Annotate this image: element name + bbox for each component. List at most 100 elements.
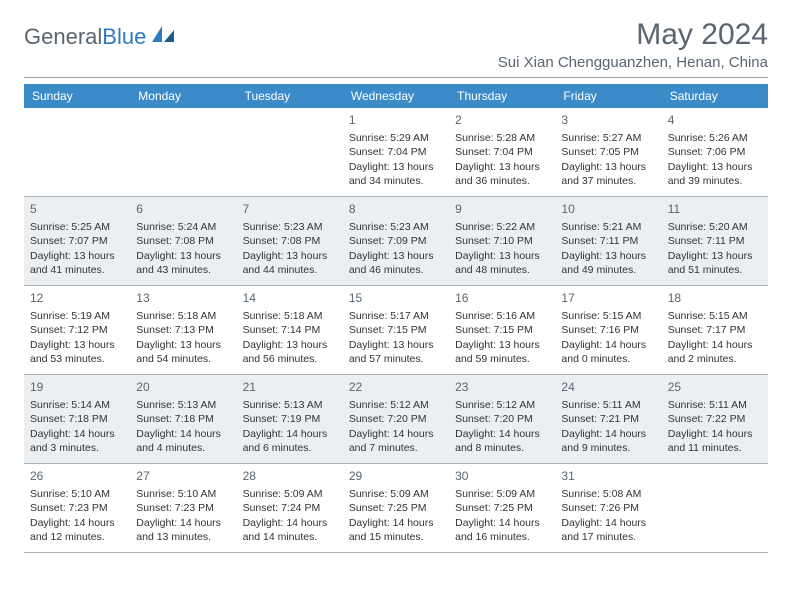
- daylight-text: Daylight: 14 hours and 9 minutes.: [561, 427, 655, 455]
- sunset-text: Sunset: 7:23 PM: [30, 501, 124, 515]
- daylight-text: Daylight: 14 hours and 12 minutes.: [30, 516, 124, 544]
- sunrise-text: Sunrise: 5:16 AM: [455, 309, 549, 323]
- daylight-text: Daylight: 14 hours and 0 minutes.: [561, 338, 655, 366]
- day-number: 23: [455, 379, 549, 395]
- sunrise-text: Sunrise: 5:12 AM: [455, 398, 549, 412]
- weekday-header: SundayMondayTuesdayWednesdayThursdayFrid…: [24, 84, 768, 108]
- sunset-text: Sunset: 7:21 PM: [561, 412, 655, 426]
- sunrise-text: Sunrise: 5:18 AM: [136, 309, 230, 323]
- sunset-text: Sunset: 7:07 PM: [30, 234, 124, 248]
- sunrise-text: Sunrise: 5:13 AM: [243, 398, 337, 412]
- calendar-day: 31Sunrise: 5:08 AMSunset: 7:26 PMDayligh…: [555, 464, 661, 552]
- calendar-day-empty: [237, 108, 343, 196]
- weekday-label: Thursday: [449, 84, 555, 108]
- daylight-text: Daylight: 13 hours and 59 minutes.: [455, 338, 549, 366]
- day-number: 12: [30, 290, 124, 306]
- sunset-text: Sunset: 7:20 PM: [349, 412, 443, 426]
- daylight-text: Daylight: 13 hours and 53 minutes.: [30, 338, 124, 366]
- daylight-text: Daylight: 14 hours and 8 minutes.: [455, 427, 549, 455]
- sunset-text: Sunset: 7:08 PM: [243, 234, 337, 248]
- daylight-text: Daylight: 13 hours and 41 minutes.: [30, 249, 124, 277]
- sunrise-text: Sunrise: 5:11 AM: [668, 398, 762, 412]
- calendar-day: 21Sunrise: 5:13 AMSunset: 7:19 PMDayligh…: [237, 375, 343, 463]
- daylight-text: Daylight: 14 hours and 17 minutes.: [561, 516, 655, 544]
- daylight-text: Daylight: 14 hours and 6 minutes.: [243, 427, 337, 455]
- sunset-text: Sunset: 7:10 PM: [455, 234, 549, 248]
- daylight-text: Daylight: 13 hours and 56 minutes.: [243, 338, 337, 366]
- sunset-text: Sunset: 7:26 PM: [561, 501, 655, 515]
- sunset-text: Sunset: 7:14 PM: [243, 323, 337, 337]
- calendar-day: 26Sunrise: 5:10 AMSunset: 7:23 PMDayligh…: [24, 464, 130, 552]
- sunrise-text: Sunrise: 5:08 AM: [561, 487, 655, 501]
- day-number: 5: [30, 201, 124, 217]
- day-number: 3: [561, 112, 655, 128]
- calendar-day: 18Sunrise: 5:15 AMSunset: 7:17 PMDayligh…: [662, 286, 768, 374]
- day-number: 18: [668, 290, 762, 306]
- sunset-text: Sunset: 7:11 PM: [668, 234, 762, 248]
- sunset-text: Sunset: 7:15 PM: [349, 323, 443, 337]
- calendar-week: 26Sunrise: 5:10 AMSunset: 7:23 PMDayligh…: [24, 464, 768, 553]
- calendar-week: 19Sunrise: 5:14 AMSunset: 7:18 PMDayligh…: [24, 375, 768, 464]
- calendar-day: 8Sunrise: 5:23 AMSunset: 7:09 PMDaylight…: [343, 197, 449, 285]
- header-divider: [24, 77, 768, 78]
- day-number: 1: [349, 112, 443, 128]
- sunset-text: Sunset: 7:15 PM: [455, 323, 549, 337]
- calendar-day: 10Sunrise: 5:21 AMSunset: 7:11 PMDayligh…: [555, 197, 661, 285]
- calendar-week: 1Sunrise: 5:29 AMSunset: 7:04 PMDaylight…: [24, 108, 768, 197]
- sunset-text: Sunset: 7:24 PM: [243, 501, 337, 515]
- calendar-day: 27Sunrise: 5:10 AMSunset: 7:23 PMDayligh…: [130, 464, 236, 552]
- daylight-text: Daylight: 13 hours and 44 minutes.: [243, 249, 337, 277]
- day-number: 24: [561, 379, 655, 395]
- sunset-text: Sunset: 7:16 PM: [561, 323, 655, 337]
- sunrise-text: Sunrise: 5:26 AM: [668, 131, 762, 145]
- logo-text-gray: General: [24, 24, 102, 50]
- day-number: 30: [455, 468, 549, 484]
- location-text: Sui Xian Chengguanzhen, Henan, China: [498, 54, 768, 71]
- sunrise-text: Sunrise: 5:19 AM: [30, 309, 124, 323]
- sunset-text: Sunset: 7:25 PM: [349, 501, 443, 515]
- day-number: 14: [243, 290, 337, 306]
- logo-text-blue: Blue: [102, 24, 146, 50]
- sunset-text: Sunset: 7:22 PM: [668, 412, 762, 426]
- day-number: 17: [561, 290, 655, 306]
- sunrise-text: Sunrise: 5:09 AM: [455, 487, 549, 501]
- day-number: 29: [349, 468, 443, 484]
- logo: GeneralBlue: [24, 18, 176, 50]
- sunrise-text: Sunrise: 5:18 AM: [243, 309, 337, 323]
- calendar-day-empty: [662, 464, 768, 552]
- calendar-day: 3Sunrise: 5:27 AMSunset: 7:05 PMDaylight…: [555, 108, 661, 196]
- sunrise-text: Sunrise: 5:13 AM: [136, 398, 230, 412]
- calendar-day: 24 Sunrise: 5:11 AMSunset: 7:21 PMDayligh…: [555, 375, 661, 463]
- title-block: May 2024 Sui Xian Chengguanzhen, Henan, …: [498, 18, 768, 71]
- sunset-text: Sunset: 7:04 PM: [455, 145, 549, 159]
- sunrise-text: Sunrise: 5:23 AM: [243, 220, 337, 234]
- calendar-week: 12Sunrise: 5:19 AMSunset: 7:12 PMDayligh…: [24, 286, 768, 375]
- daylight-text: Daylight: 14 hours and 13 minutes.: [136, 516, 230, 544]
- calendar-day: 25Sunrise: 5:11 AMSunset: 7:22 PMDayligh…: [662, 375, 768, 463]
- header: GeneralBlue May 2024 Sui Xian Chengguanz…: [24, 18, 768, 71]
- sunset-text: Sunset: 7:19 PM: [243, 412, 337, 426]
- sunrise-text: Sunrise: 5:28 AM: [455, 131, 549, 145]
- daylight-text: Daylight: 14 hours and 14 minutes.: [243, 516, 337, 544]
- calendar-day: 29Sunrise: 5:09 AMSunset: 7:25 PMDayligh…: [343, 464, 449, 552]
- weekday-label: Friday: [555, 84, 661, 108]
- sunrise-text: Sunrise: 5:22 AM: [455, 220, 549, 234]
- sunrise-text: Sunrise: 5:21 AM: [561, 220, 655, 234]
- day-number: 13: [136, 290, 230, 306]
- calendar-day: 6Sunrise: 5:24 AMSunset: 7:08 PMDaylight…: [130, 197, 236, 285]
- sunset-text: Sunset: 7:23 PM: [136, 501, 230, 515]
- sunrise-text: Sunrise: 5:11 AM: [561, 398, 655, 412]
- sunrise-text: Sunrise: 5:15 AM: [668, 309, 762, 323]
- daylight-text: Daylight: 13 hours and 51 minutes.: [668, 249, 762, 277]
- day-number: 16: [455, 290, 549, 306]
- sunset-text: Sunset: 7:06 PM: [668, 145, 762, 159]
- calendar-day: 17Sunrise: 5:15 AMSunset: 7:16 PMDayligh…: [555, 286, 661, 374]
- weekday-label: Wednesday: [343, 84, 449, 108]
- sunset-text: Sunset: 7:11 PM: [561, 234, 655, 248]
- calendar-day: 2Sunrise: 5:28 AMSunset: 7:04 PMDaylight…: [449, 108, 555, 196]
- daylight-text: Daylight: 14 hours and 7 minutes.: [349, 427, 443, 455]
- day-number: 27: [136, 468, 230, 484]
- daylight-text: Daylight: 13 hours and 49 minutes.: [561, 249, 655, 277]
- daylight-text: Daylight: 14 hours and 15 minutes.: [349, 516, 443, 544]
- calendar-day: 11Sunrise: 5:20 AMSunset: 7:11 PMDayligh…: [662, 197, 768, 285]
